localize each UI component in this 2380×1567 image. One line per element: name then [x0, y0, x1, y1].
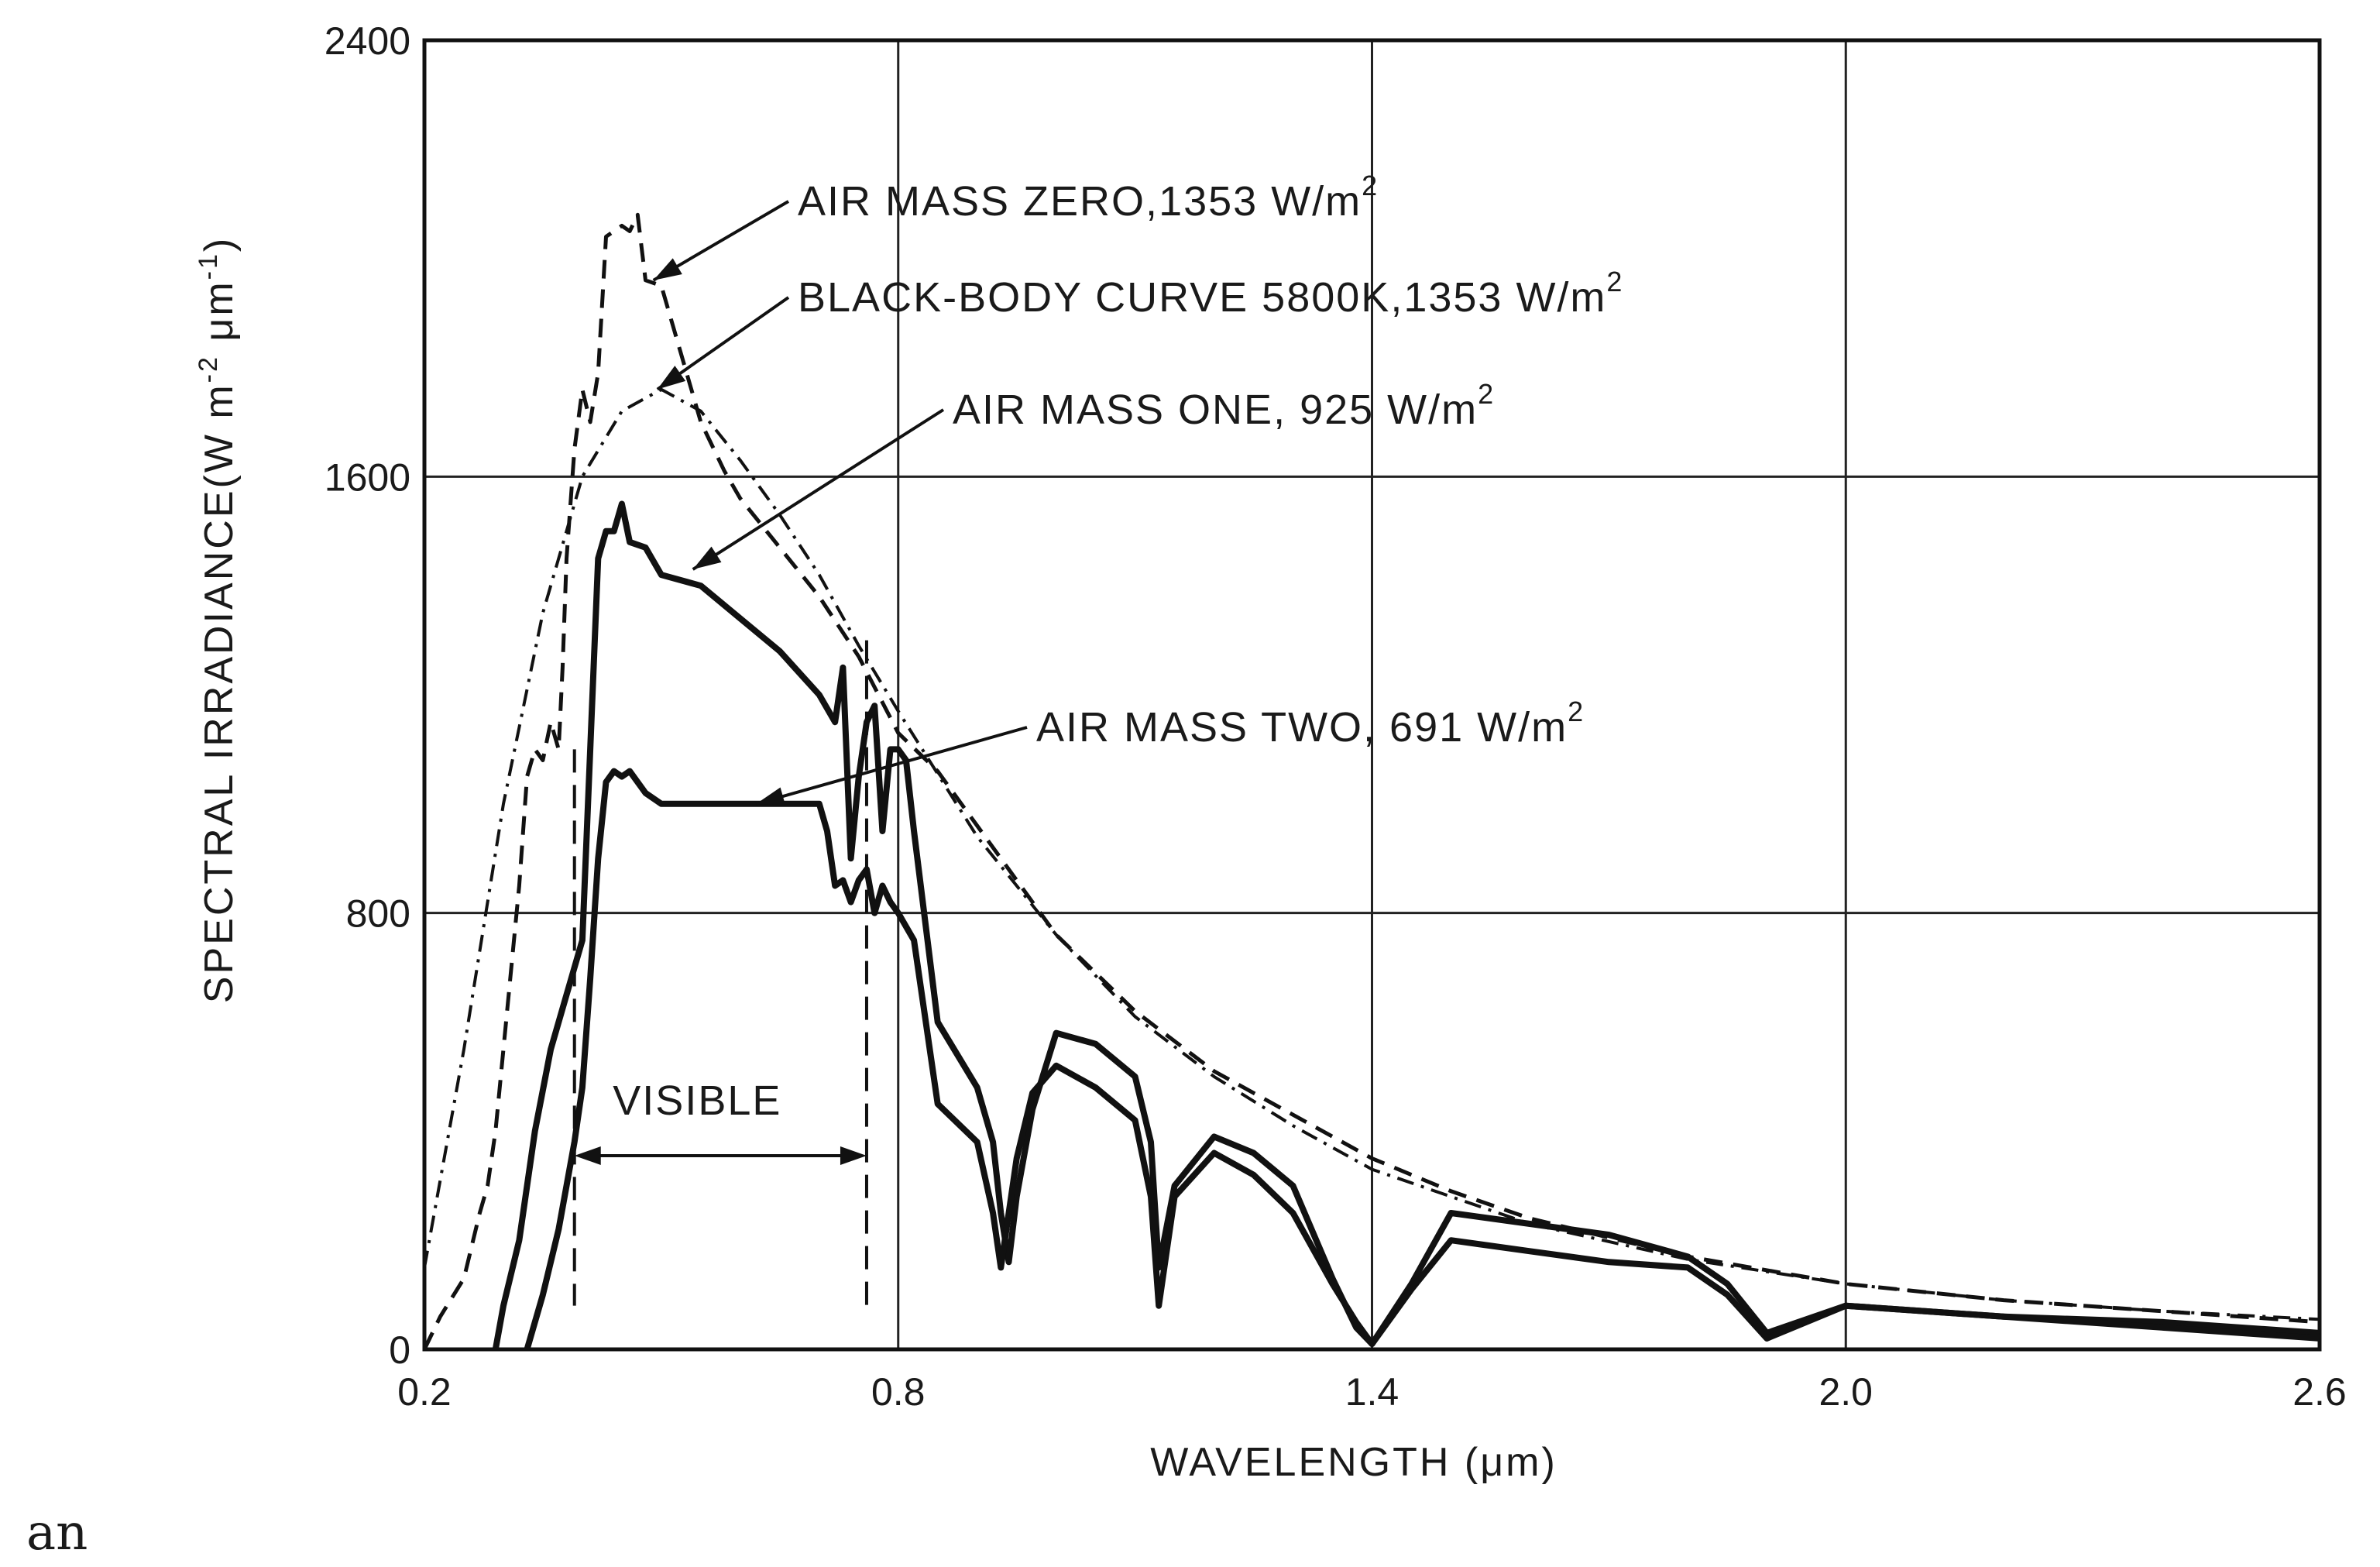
visible-arrowhead-left: [574, 1146, 601, 1166]
air-mass-two-line: [524, 768, 2320, 1351]
plot-border: [422, 38, 2322, 1352]
x-tick-label: 2.6: [2292, 1370, 2347, 1414]
plot-frame: [422, 38, 2322, 1352]
annotations: AIR MASS ZERO,1353 W/m2 BLACK-BODY CURVE …: [652, 170, 1623, 806]
x-tick-labels: 0.2 0.8 1.4 2.0 2.6: [397, 1370, 2347, 1414]
air-mass-zero-label: AIR MASS ZERO,1353 W/m2: [798, 170, 1379, 225]
air-mass-one-line: [492, 500, 2320, 1350]
series-lines: [422, 212, 2320, 1351]
x-tick-label: 2.0: [1818, 1370, 1873, 1414]
y-label-part2: μm: [197, 280, 242, 355]
y-tick-label: 2400: [325, 19, 410, 63]
leader-line: [692, 408, 945, 571]
y-label-sup1: -2: [194, 355, 223, 383]
y-axis-label: SPECTRAL IRRADIANCE(W m-2 μm-1): [194, 236, 242, 1003]
visible-arrowhead-right: [840, 1146, 867, 1166]
x-tick-label: 0.2: [397, 1370, 452, 1414]
air-mass-zero-line: [422, 212, 2320, 1351]
y-tick-labels: 0 800 1600 2400: [325, 19, 410, 1372]
leader-arrowhead: [657, 366, 686, 390]
caption: an: [26, 1504, 88, 1562]
y-label-part1: SPECTRAL IRRADIANCE(W m: [197, 383, 242, 1003]
y-label-sup2: -1: [194, 252, 223, 280]
leader-arrowhead: [756, 787, 786, 806]
y-tick-label: 0: [389, 1328, 410, 1372]
grid: [424, 40, 2320, 1349]
x-tick-label: 1.4: [1345, 1370, 1399, 1414]
black-body-label: BLACK-BODY CURVE 5800K,1353 W/m2: [798, 266, 1623, 321]
y-tick-label: 1600: [325, 455, 410, 499]
air-mass-one-label: AIR MASS ONE, 925 W/m2: [953, 378, 1495, 433]
leader-line: [755, 726, 1028, 806]
y-tick-label: 800: [346, 892, 410, 936]
x-axis-label: WAVELENGTH (μm): [1150, 1440, 1557, 1485]
visible-band: VISIBLE: [572, 640, 868, 1306]
leader-arrowhead: [692, 546, 722, 570]
x-tick-label: 0.8: [871, 1370, 926, 1414]
leader-arrowhead: [653, 258, 682, 280]
visible-label: VISIBLE: [613, 1077, 781, 1124]
air-mass-two-label: AIR MASS TWO, 691 W/m2: [1036, 696, 1585, 751]
y-label-part3: ): [197, 236, 242, 252]
